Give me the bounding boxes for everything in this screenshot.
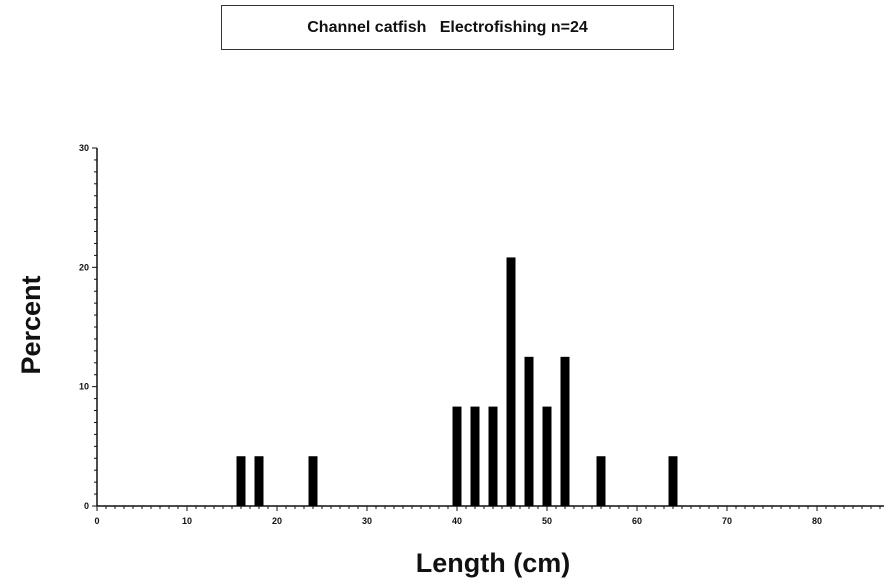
bar	[254, 456, 264, 506]
x-tick-label: 50	[542, 516, 552, 526]
x-tick-label: 60	[632, 516, 642, 526]
y-tick-label: 20	[79, 262, 89, 272]
x-tick-label: 70	[722, 516, 732, 526]
bar	[668, 456, 678, 506]
x-tick-label: 30	[362, 516, 372, 526]
bar	[596, 456, 606, 506]
bar	[470, 406, 480, 506]
y-axis-label: Percent	[16, 275, 46, 374]
bar	[524, 356, 534, 506]
bar	[452, 406, 462, 506]
bar	[560, 356, 570, 506]
y-tick-label: 0	[84, 501, 89, 511]
x-tick-label: 40	[452, 516, 462, 526]
x-tick-label: 10	[182, 516, 192, 526]
x-tick-label: 20	[272, 516, 282, 526]
bar	[506, 257, 516, 506]
x-tick-label: 0	[94, 516, 99, 526]
x-axis-label: Length (cm)	[416, 548, 571, 578]
bar	[542, 406, 552, 506]
y-tick-label: 10	[79, 382, 89, 392]
bar	[236, 456, 246, 506]
chart-title: Channel catfish Electrofishing n=24	[221, 5, 674, 50]
x-tick-label: 80	[812, 516, 822, 526]
y-tick-label: 30	[79, 143, 89, 153]
bars	[236, 257, 678, 506]
tick-labels: 0 10 20 30 0 10 20 30 40 50 60 70 80	[79, 143, 822, 526]
bar	[488, 406, 498, 506]
bar	[308, 456, 318, 506]
